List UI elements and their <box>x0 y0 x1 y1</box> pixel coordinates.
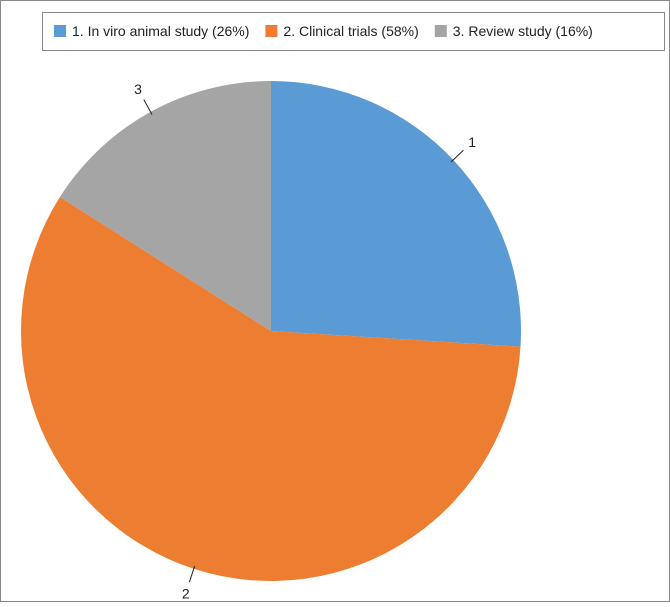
legend-swatch <box>434 25 447 37</box>
legend-box <box>42 12 665 51</box>
pie-slice <box>20 197 521 582</box>
legend-label: 1. In viro animal study (26%) <box>72 23 249 39</box>
legend-swatch <box>265 25 278 37</box>
leader-line <box>188 565 196 583</box>
slice-label: 1 <box>468 134 476 150</box>
pie-slice <box>271 81 521 347</box>
slice-label: 2 <box>182 585 190 601</box>
legend-label: 3. Review study (16%) <box>453 23 593 39</box>
pie-slice <box>59 81 272 331</box>
leader-line <box>450 149 464 163</box>
legend-label: 2. Clinical trials (58%) <box>283 23 418 39</box>
leader-line <box>143 99 153 115</box>
legend-swatch <box>54 25 66 37</box>
slice-label: 3 <box>134 81 142 97</box>
